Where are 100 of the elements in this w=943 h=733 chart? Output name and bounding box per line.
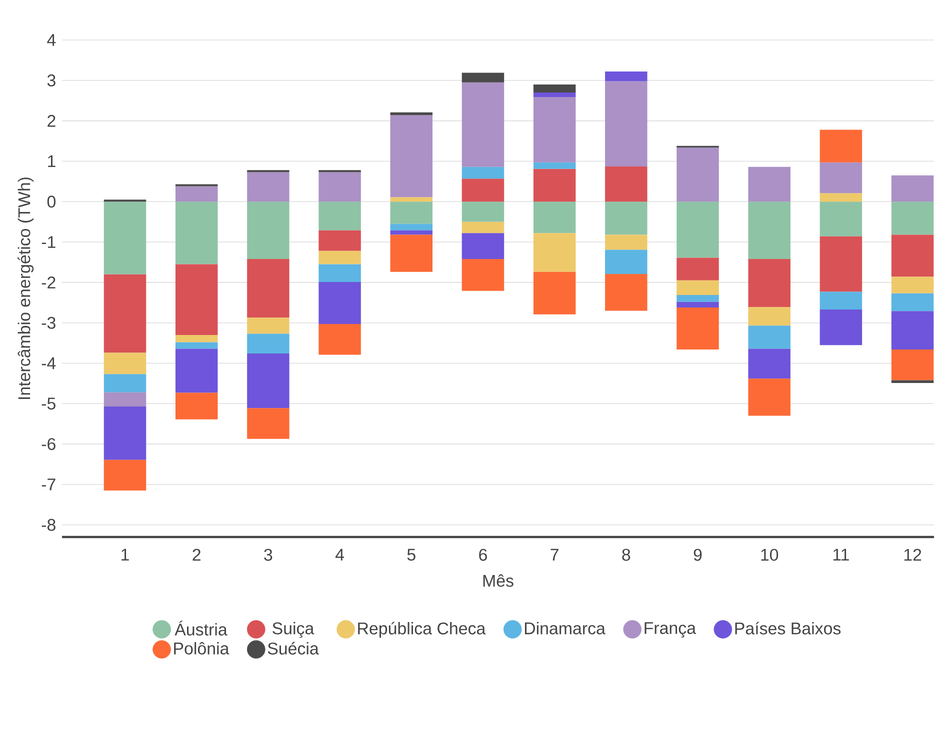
bar [462, 72, 504, 82]
x-tick-label: 8 [622, 548, 630, 561]
bar [676, 147, 719, 202]
y-tick-label: 1 [48, 155, 56, 168]
y-tick-label: -3 [42, 316, 56, 329]
bar [318, 230, 361, 251]
x-tick-label: 6 [479, 548, 487, 561]
x-tick-label: 1 [122, 548, 129, 560]
y-tick-label: -6 [42, 438, 56, 450]
y-tick-label: 0 [47, 196, 56, 208]
bar [891, 202, 934, 235]
x-axis-title: Mês [483, 574, 514, 587]
bar [247, 334, 290, 354]
bar [891, 234, 934, 277]
bar [318, 250, 361, 264]
bar [605, 72, 648, 82]
bar [820, 292, 862, 310]
bar [175, 202, 218, 264]
bar [820, 310, 862, 346]
bar [104, 406, 146, 460]
x-tick-label: 4 [335, 548, 344, 560]
y-tick-label: 4 [47, 34, 56, 46]
bar [891, 350, 934, 380]
bar [462, 222, 504, 234]
bar [533, 162, 576, 169]
bar [605, 274, 648, 311]
bar [891, 276, 934, 294]
bar [676, 302, 719, 308]
bar [318, 264, 361, 282]
bar [175, 334, 218, 342]
bar [104, 202, 146, 274]
bar [748, 166, 790, 202]
x-tick-label: 11 [833, 548, 849, 560]
bar [462, 166, 504, 179]
bar [676, 280, 719, 295]
bar [533, 84, 576, 93]
bar [605, 81, 648, 166]
legend-label: Países Baixos [735, 622, 841, 634]
bar [748, 326, 790, 349]
bar [533, 96, 576, 162]
legend-label: França [644, 622, 696, 638]
bar [605, 166, 648, 202]
y-axis-title: Intercâmbio energético (TWh) [18, 178, 34, 399]
bar [104, 392, 146, 406]
bar [390, 234, 432, 272]
bar [820, 236, 862, 292]
bar [605, 234, 648, 250]
bar [891, 175, 934, 202]
y-tick-label: -1 [42, 236, 56, 248]
bar [462, 178, 504, 202]
x-tick-label: 3 [264, 548, 272, 561]
bar [462, 202, 504, 222]
bar [533, 92, 576, 97]
bar [390, 230, 432, 235]
bar [462, 82, 504, 167]
bar [247, 259, 290, 318]
bar [676, 294, 719, 302]
bar [820, 202, 862, 236]
x-tick-label: 7 [550, 548, 558, 560]
bar [318, 282, 361, 324]
bar [748, 259, 790, 308]
legend-label: República Checa [358, 622, 486, 638]
bar [748, 307, 790, 326]
legend-label: Suécia [268, 642, 319, 655]
bar [676, 202, 719, 258]
bar [820, 193, 862, 202]
y-tick-label: -4 [42, 357, 56, 370]
bar [175, 348, 218, 393]
legend-label: Suiça [272, 622, 314, 638]
bar [390, 197, 432, 202]
x-tick-label: 12 [904, 548, 922, 561]
bar [175, 392, 218, 420]
bar [247, 408, 290, 439]
bar [676, 307, 719, 350]
bar [676, 258, 719, 280]
bar [247, 202, 290, 259]
bar [748, 348, 790, 379]
bar [247, 354, 290, 408]
bar [104, 352, 146, 374]
bar [533, 272, 576, 314]
bar [748, 378, 790, 416]
bar [247, 318, 290, 334]
x-tick-label: 10 [761, 548, 778, 561]
x-tick-label: 9 [694, 548, 702, 561]
bar [175, 264, 218, 335]
y-tick-label: 3 [47, 74, 56, 86]
bar [318, 172, 361, 202]
bar [605, 202, 648, 235]
y-tick-label: -8 [42, 518, 56, 531]
bar [247, 172, 290, 202]
bar [390, 115, 432, 198]
bar [462, 233, 504, 259]
bar [390, 224, 432, 230]
bar [533, 168, 576, 202]
bar [748, 202, 790, 259]
bar [891, 293, 934, 312]
y-tick-label: 2 [48, 114, 56, 127]
bar [891, 311, 934, 350]
bar [175, 186, 218, 202]
bar [175, 342, 218, 349]
